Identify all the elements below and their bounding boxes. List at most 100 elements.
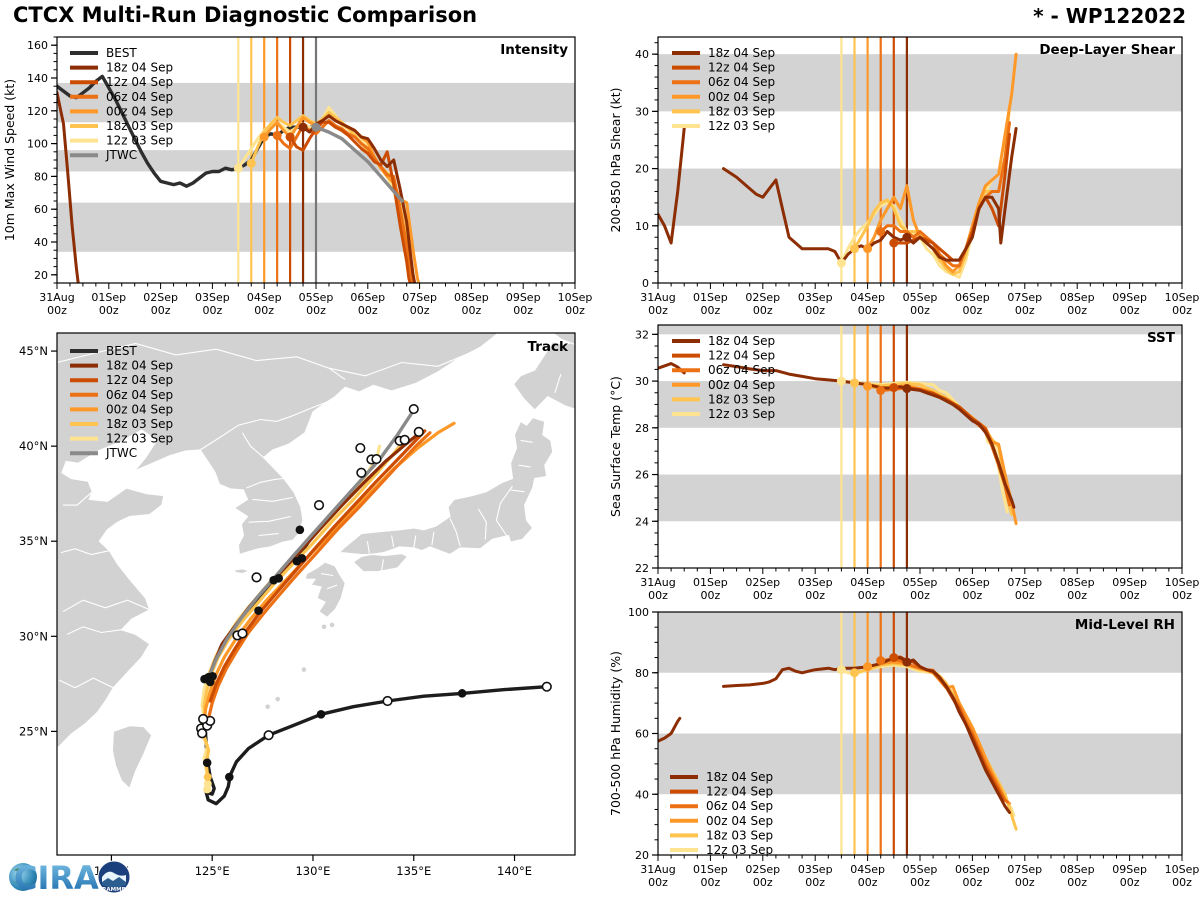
track-map-panel: 120°E125°E130°E135°E140°E25°N30°N35°N40°…	[0, 323, 600, 900]
fix-marker-00z	[263, 730, 274, 741]
category-band	[658, 54, 1182, 112]
series-18z-04-sep	[722, 127, 1018, 265]
init-position-marker	[203, 779, 212, 788]
tick-label: 31Aug	[640, 291, 675, 304]
fix-marker-00z	[399, 434, 410, 445]
tick-label: 05Sep	[299, 291, 334, 304]
legend-label: JTWC	[105, 446, 137, 460]
tick-label: 02Sep	[745, 576, 780, 589]
page-title: CTCX Multi-Run Diagnostic Comparison	[13, 3, 478, 27]
tick-label: 01Sep	[693, 863, 728, 876]
plot-frame	[56, 332, 576, 856]
series-18z-04-sep	[301, 114, 417, 283]
init-marker	[876, 385, 886, 395]
init-marker	[889, 238, 899, 248]
tick-label: 00z	[306, 304, 326, 317]
admin-border	[62, 599, 150, 613]
landmass	[111, 725, 153, 790]
legend-label: 12z 03 Sep	[106, 134, 173, 148]
legend-label: 06z 04 Sep	[706, 799, 773, 813]
tick-label: 00z	[358, 304, 378, 317]
small-island	[321, 624, 327, 630]
legend-label: 06z 04 Sep	[106, 90, 173, 104]
fix-marker-00z	[197, 728, 208, 739]
sst-svg: 31Aug00z01Sep00z02Sep00z03Sep00z04Sep00z…	[608, 324, 1199, 602]
series-18z-04-sep	[57, 91, 80, 283]
fix-marker-00z	[541, 681, 552, 692]
init-marker	[298, 122, 308, 132]
fix-marker-00z	[356, 467, 367, 478]
intensity-panel: 31Aug 00z 01Sep 00z 02Sep 00z 03Sep 00z 04Sep 00z…	[0, 28, 600, 328]
init-marker	[902, 657, 912, 667]
tick-label: 00z	[47, 304, 67, 317]
fix-marker-00z	[237, 628, 248, 639]
tick-label: 40	[635, 48, 649, 61]
tick-label: 00z	[805, 876, 825, 889]
tick-label: 00z	[203, 304, 223, 317]
tick-label: 00z	[805, 304, 825, 317]
tick-label: 00z	[1067, 304, 1087, 317]
tick-label: 0	[642, 277, 649, 290]
landmass	[551, 333, 575, 345]
admin-border	[58, 677, 114, 689]
tick-label: 02Sep	[745, 291, 780, 304]
map-area	[57, 333, 575, 806]
tick-label: 120	[27, 105, 48, 118]
panel-title: Mid-Level RH	[1075, 617, 1175, 633]
admin-border	[199, 401, 327, 451]
tick-label: 125°E	[195, 864, 230, 878]
tick-label: 00z	[701, 876, 721, 889]
tick-label: 10	[635, 220, 649, 233]
tick-label: 00z	[753, 304, 773, 317]
tick-label: 30°N	[19, 629, 48, 643]
init-marker	[836, 665, 846, 675]
small-island	[265, 704, 270, 709]
legend-label: 18z 03 Sep	[106, 119, 173, 133]
tick-label: 25°N	[19, 724, 48, 738]
storm-id-label: * - WP122022	[1033, 4, 1186, 28]
tick-label: 00z	[410, 304, 430, 317]
tick-label: 00z	[910, 304, 930, 317]
tick-label: 00z	[753, 876, 773, 889]
tick-label: 06Sep	[955, 576, 990, 589]
tick-label: 32	[635, 328, 649, 341]
landmass	[352, 553, 409, 573]
admin-border	[248, 515, 291, 523]
series-18z-04-sep	[722, 656, 1011, 814]
tick-label: 00z	[753, 589, 773, 602]
admin-border	[413, 535, 417, 548]
init-marker	[246, 158, 256, 168]
legend-label: 12z 03 Sep	[706, 843, 773, 857]
admin-border	[554, 373, 562, 394]
tick-label: 00z	[1120, 304, 1140, 317]
y-axis-title: 700-500 hPa Humidity (%)	[608, 651, 623, 816]
legend-label: 12z 04 Sep	[708, 349, 775, 363]
globe-continents-icon	[13, 868, 29, 885]
tick-label: 00z	[963, 876, 983, 889]
admin-border	[510, 489, 525, 493]
admin-border	[477, 508, 487, 540]
tick-label: 140	[27, 72, 48, 85]
tick-label: 07Sep	[1007, 576, 1042, 589]
tick-label: 05Sep	[903, 863, 938, 876]
init-marker	[902, 384, 912, 394]
admin-border	[431, 531, 435, 546]
tick-label: 09Sep	[1112, 576, 1147, 589]
tick-label: 22	[635, 562, 649, 575]
legend-label: 12z 03 Sep	[106, 432, 173, 446]
legend-label: 12z 04 Sep	[106, 75, 173, 89]
fix-marker-00z	[198, 713, 209, 725]
fix-marker-12z	[295, 525, 305, 535]
tick-label: 04Sep	[850, 863, 885, 876]
tick-label: 00z	[701, 589, 721, 602]
tick-label: 01Sep	[91, 291, 126, 304]
tick-label: 00z	[648, 876, 668, 889]
landmass	[233, 568, 252, 575]
legend-label: 18z 03 Sep	[106, 417, 173, 431]
legend-label: 18z 04 Sep	[708, 46, 775, 60]
y-axis-title: 200-850 hPa Shear (kt)	[608, 88, 623, 233]
plot-area	[658, 612, 1018, 855]
tick-label: 08Sep	[454, 291, 489, 304]
